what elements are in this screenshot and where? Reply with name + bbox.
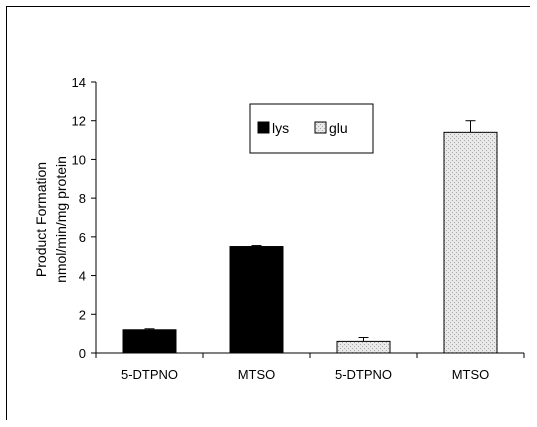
y-axis: 0 2 4 6 8 10 12 14 <box>72 75 97 361</box>
legend-label-glu: glu <box>329 120 348 136</box>
x-tick-label: 5-DTPNO <box>335 367 392 382</box>
y-tick-label: 8 <box>79 191 86 206</box>
figure-frame <box>6 6 530 420</box>
bar-lys <box>229 246 284 354</box>
y-axis-label-line: nmol/min/mg protein <box>53 156 69 283</box>
y-tick-label: 12 <box>72 114 86 129</box>
legend-swatch-glu <box>314 121 327 134</box>
y-tick-label: 14 <box>72 75 86 90</box>
x-axis: 5-DTPNO MTSO 5-DTPNO MTSO <box>95 352 525 382</box>
legend-box <box>249 103 374 154</box>
x-tick-label: MTSO <box>238 367 276 382</box>
bar-lys <box>122 329 177 354</box>
legend: lys glu <box>249 103 374 154</box>
y-tick-label: 2 <box>79 307 86 322</box>
y-axis-label-line: Product Formation <box>33 162 49 277</box>
legend-swatch-lys <box>257 121 270 134</box>
legend-label-lys: lys <box>272 120 289 136</box>
x-tick-label: 5-DTPNO <box>121 367 178 382</box>
y-tick-label: 4 <box>79 269 86 284</box>
y-tick-label: 10 <box>72 152 86 167</box>
bar-glu <box>336 340 391 354</box>
bars <box>122 120 498 354</box>
y-tick-label: 0 <box>79 346 86 361</box>
y-tick-label: 6 <box>79 230 86 245</box>
y-axis-label: Product Formation nmol/min/mg protein <box>33 156 69 283</box>
x-tick-label: MTSO <box>452 367 490 382</box>
bar-glu <box>443 131 498 354</box>
